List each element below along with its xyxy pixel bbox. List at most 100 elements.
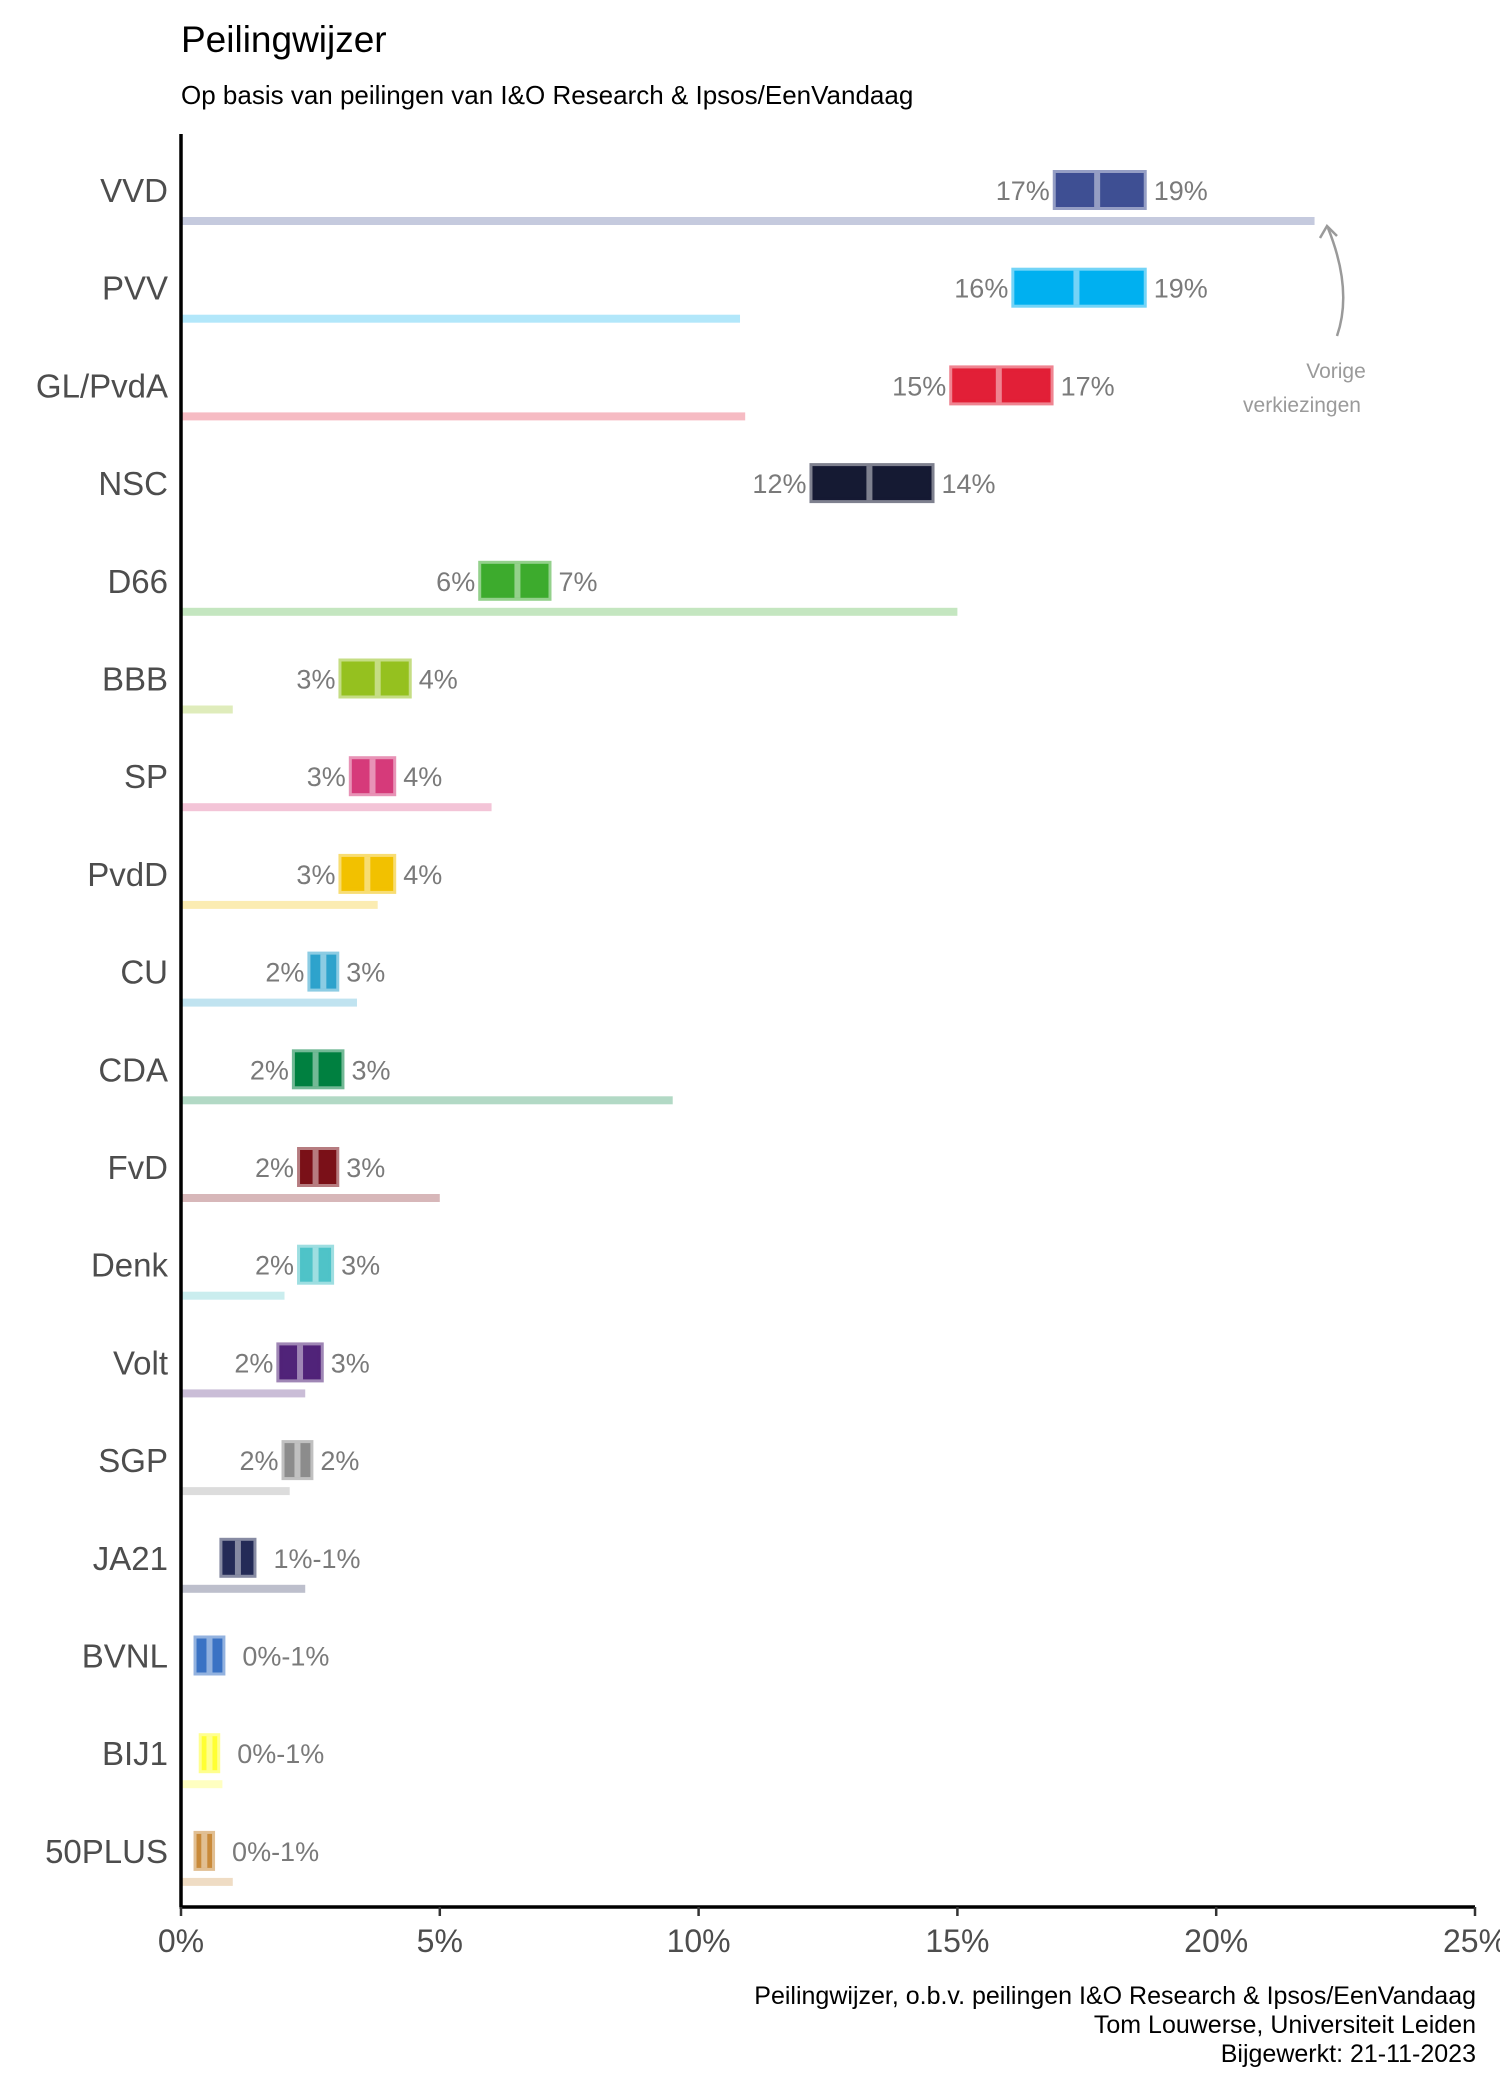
range-low-nsc: 12% [752,469,806,499]
party-label-volt: Volt [113,1344,168,1381]
range-low-pvdd: 3% [296,860,335,890]
previous-bar-sp [181,803,492,812]
range-low-pvv: 16% [954,274,1008,304]
range-low-d66: 6% [436,567,475,597]
range-high-sp: 4% [403,762,442,792]
previous-bar-cda [181,1096,673,1105]
poll-range-bij1 [198,1733,221,1774]
poll-range-bbb [338,658,412,699]
poll-range-gl-pvda [949,365,1054,406]
range-labels: 17% 19% 16% 19% 15% 17% 12% 14% 6% 7% 3% 4% 3% 4% 3% 4%… [232,176,1208,1867]
previous-election-bars [181,217,1315,1886]
poll-range-cda [291,1049,345,1090]
previous-bar-pvv [181,314,741,323]
poll-midpoint-denk [312,1247,319,1282]
poll-range-pvdd [338,853,397,894]
party-label-cda: CDA [98,1051,168,1088]
party-label-denk: Denk [91,1247,169,1284]
poll-range-denk [297,1244,335,1285]
previous-bar-cu [181,998,357,1007]
caption-source: Peilingwijzer, o.b.v. peilingen I&O Rese… [754,1982,1476,2010]
x-tick-label-4: 20% [1184,1923,1248,1959]
poll-midpoint-cu [320,954,327,989]
poll-midpoint-nsc [866,466,873,501]
poll-midpoint-sgp [294,1443,301,1478]
poll-midpoint-cda [312,1052,319,1087]
x-axis-ticks: 0% 5% 10% 15% 20% 25% [158,1907,1500,1959]
range-low-volt: 2% [234,1348,273,1378]
previous-bar-fvd [181,1194,440,1202]
previous-bar-ja21 [181,1584,306,1593]
annotation-line-1: Vorige [1306,360,1366,383]
party-label-d66: D66 [107,563,168,600]
poll-range-sp [348,756,397,797]
party-label-gl-pvda: GL/PvdA [36,367,168,404]
previous-bar-gl-pvda [181,412,746,421]
annotation-line-2: verkiezingen [1243,394,1361,417]
x-tick-label-2: 10% [667,1923,731,1959]
range-label-bvnl: 0%-1% [242,1642,329,1672]
poll-midpoint-ja21 [234,1540,241,1575]
poll-midpoint-fvd [312,1150,319,1184]
range-high-d66: 7% [558,567,597,597]
x-tick-label-3: 15% [925,1923,989,1959]
poll-midpoint-pvv [1073,270,1080,305]
previous-bar-50plus [181,1877,233,1886]
previous-bar-sgp [181,1487,290,1496]
range-high-pvdd: 4% [403,860,442,890]
range-high-cu: 3% [346,958,385,988]
range-low-gl-pvda: 15% [892,371,946,401]
chart-title: Peilingwijzer [181,19,387,60]
chart-subtitle: Op basis van peilingen van I&O Research … [181,80,913,110]
range-high-nsc: 14% [942,469,996,499]
range-label-ja21: 1%-1% [273,1544,360,1574]
party-label-bbb: BBB [102,661,168,698]
previous-bar-bij1 [181,1780,223,1789]
poll-range-pvv [1011,267,1147,308]
x-tick-label-1: 5% [417,1923,463,1959]
previous-election-annotation: Vorige verkiezingen [1243,223,1366,417]
range-high-bbb: 4% [419,665,458,695]
range-label-bij1: 0%-1% [237,1739,324,1769]
poll-midpoint-bij1 [206,1736,213,1771]
previous-bar-pvdd [181,900,378,909]
previous-bar-denk [181,1291,285,1300]
party-label-sp: SP [124,758,168,795]
poll-range-boxes [193,170,1147,1871]
party-label-vvd: VVD [100,172,168,209]
poll-range-nsc [809,463,935,504]
range-low-sp: 3% [307,762,346,792]
poll-range-sgp [281,1440,314,1481]
poll-range-volt [276,1342,324,1383]
range-high-denk: 3% [341,1251,380,1281]
range-low-cu: 2% [265,958,304,988]
range-low-sgp: 2% [239,1446,278,1476]
poll-midpoint-volt [297,1345,304,1380]
range-low-cda: 2% [250,1055,289,1085]
poll-midpoint-50plus [201,1833,208,1868]
party-label-sgp: SGP [98,1442,168,1479]
previous-bar-vvd [181,217,1315,225]
previous-bar-bbb [181,705,233,714]
caption-updated: Bijgewerkt: 21-11-2023 [1221,2040,1476,2068]
poll-midpoint-d66 [514,563,521,598]
party-label-bvnl: BVNL [82,1638,168,1675]
annotation-arrowhead [1318,223,1338,239]
party-label-nsc: NSC [98,465,168,502]
previous-bar-volt [181,1389,306,1398]
caption-author: Tom Louwerse, Universiteit Leiden [1094,2011,1476,2039]
x-tick-label-0: 0% [158,1923,204,1959]
range-label-50plus: 0%-1% [232,1837,319,1867]
poll-range-d66 [478,560,552,601]
poll-range-vvd [1052,170,1147,210]
party-labels: VVD PVV GL/PvdA NSC D66 BBB SP PvdD CU CDA FvD Denk… [36,172,169,1870]
poll-range-fvd [297,1147,340,1187]
range-high-gl-pvda: 17% [1061,371,1115,401]
poll-midpoint-vvd [1094,173,1101,207]
party-label-ja21: JA21 [93,1540,168,1577]
party-label-50plus: 50PLUS [45,1833,168,1870]
range-low-denk: 2% [255,1251,294,1281]
party-label-pvdd: PvdD [87,856,168,893]
annotation-arrow [1326,227,1345,337]
poll-midpoint-sp [369,759,376,794]
